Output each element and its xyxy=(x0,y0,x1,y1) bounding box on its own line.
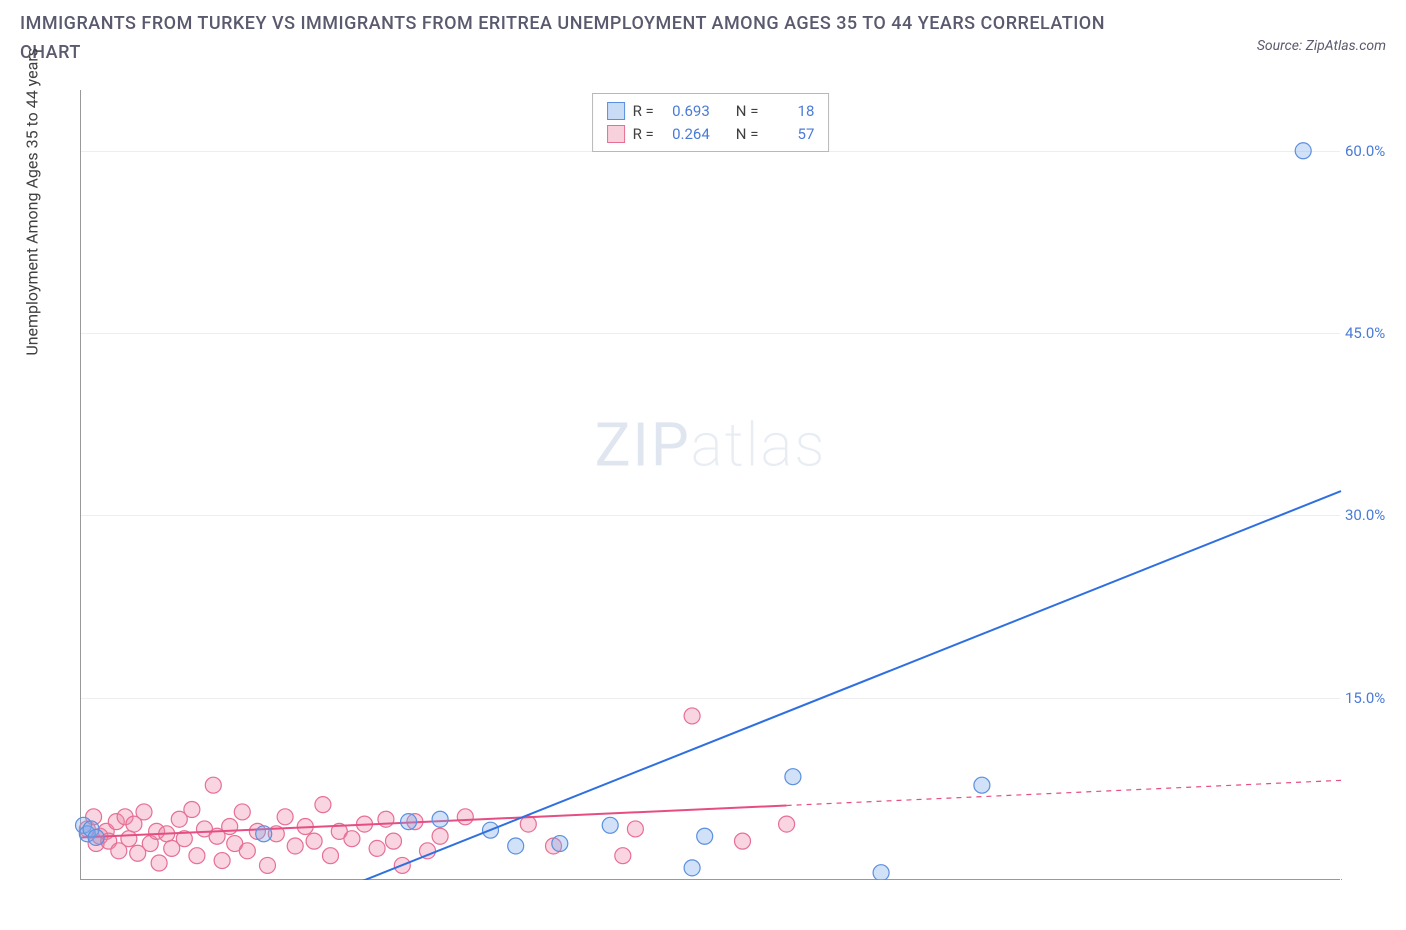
plot-area: ZIPatlas R =0.693N =18R =0.264N =57 Immi… xyxy=(80,90,1340,880)
scatter-point xyxy=(873,865,889,881)
r-label: R = xyxy=(633,100,654,123)
n-value: 57 xyxy=(766,123,814,146)
scatter-point xyxy=(205,777,221,793)
y-axis-label: Unemployment Among Ages 35 to 44 years xyxy=(23,48,42,356)
scatter-point xyxy=(432,811,448,827)
scatter-point xyxy=(239,843,255,859)
scatter-point xyxy=(121,831,137,847)
scatter-point xyxy=(602,817,618,833)
scatter-point xyxy=(136,804,152,820)
scatter-point xyxy=(315,797,331,813)
n-label: N = xyxy=(736,100,759,123)
scatter-point xyxy=(735,833,751,849)
scatter-point xyxy=(277,809,293,825)
plot-svg xyxy=(81,90,1340,879)
trend-line-dashed xyxy=(787,780,1341,805)
scatter-point xyxy=(189,848,205,864)
scatter-point xyxy=(234,804,250,820)
legend-stats-row: R = 0.264 N = 57 xyxy=(607,123,815,146)
n-value: 18 xyxy=(766,100,814,123)
trend-line xyxy=(182,491,1341,930)
chart-header: IMMIGRANTS FROM TURKEY VS IMMIGRANTS FRO… xyxy=(0,0,1406,68)
scatter-point xyxy=(259,857,275,873)
r-label: R = xyxy=(633,123,654,146)
y-tick-label: 60.0% xyxy=(1345,142,1400,160)
legend-stats-row: R = 0.693 N = 18 xyxy=(607,100,815,123)
chart-source: Source: ZipAtlas.com xyxy=(1257,38,1386,54)
scatter-point xyxy=(151,855,167,871)
scatter-point xyxy=(552,836,568,852)
legend-swatch xyxy=(607,102,625,120)
legend-stats-box: R = 0.693 N = 18 R = 0.264 N = 57 xyxy=(592,93,830,152)
y-tick-label: 45.0% xyxy=(1345,324,1400,342)
scatter-point xyxy=(214,853,230,869)
scatter-point xyxy=(344,831,360,847)
y-tick-label: 30.0% xyxy=(1345,506,1400,524)
scatter-point xyxy=(457,809,473,825)
scatter-point xyxy=(287,838,303,854)
scatter-point xyxy=(184,802,200,818)
scatter-point xyxy=(88,829,104,845)
scatter-point xyxy=(222,819,238,835)
scatter-point xyxy=(508,838,524,854)
r-value: 0.693 xyxy=(662,100,710,123)
scatter-point xyxy=(627,821,643,837)
chart-title: IMMIGRANTS FROM TURKEY VS IMMIGRANTS FRO… xyxy=(20,10,1120,68)
scatter-point xyxy=(1295,143,1311,159)
r-value: 0.264 xyxy=(662,123,710,146)
chart-container: Unemployment Among Ages 35 to 44 years Z… xyxy=(50,90,1360,910)
y-tick-label: 15.0% xyxy=(1345,689,1400,707)
legend-swatch xyxy=(607,125,625,143)
scatter-point xyxy=(322,848,338,864)
scatter-point xyxy=(369,840,385,856)
scatter-point xyxy=(785,769,801,785)
scatter-point xyxy=(306,833,322,849)
scatter-point xyxy=(256,826,272,842)
scatter-point xyxy=(615,848,631,864)
scatter-point xyxy=(697,828,713,844)
scatter-point xyxy=(684,708,700,724)
scatter-point xyxy=(401,814,417,830)
scatter-point xyxy=(974,777,990,793)
scatter-point xyxy=(432,828,448,844)
scatter-point xyxy=(385,833,401,849)
scatter-point xyxy=(684,860,700,876)
n-label: N = xyxy=(736,123,759,146)
scatter-point xyxy=(520,816,536,832)
scatter-point xyxy=(779,816,795,832)
